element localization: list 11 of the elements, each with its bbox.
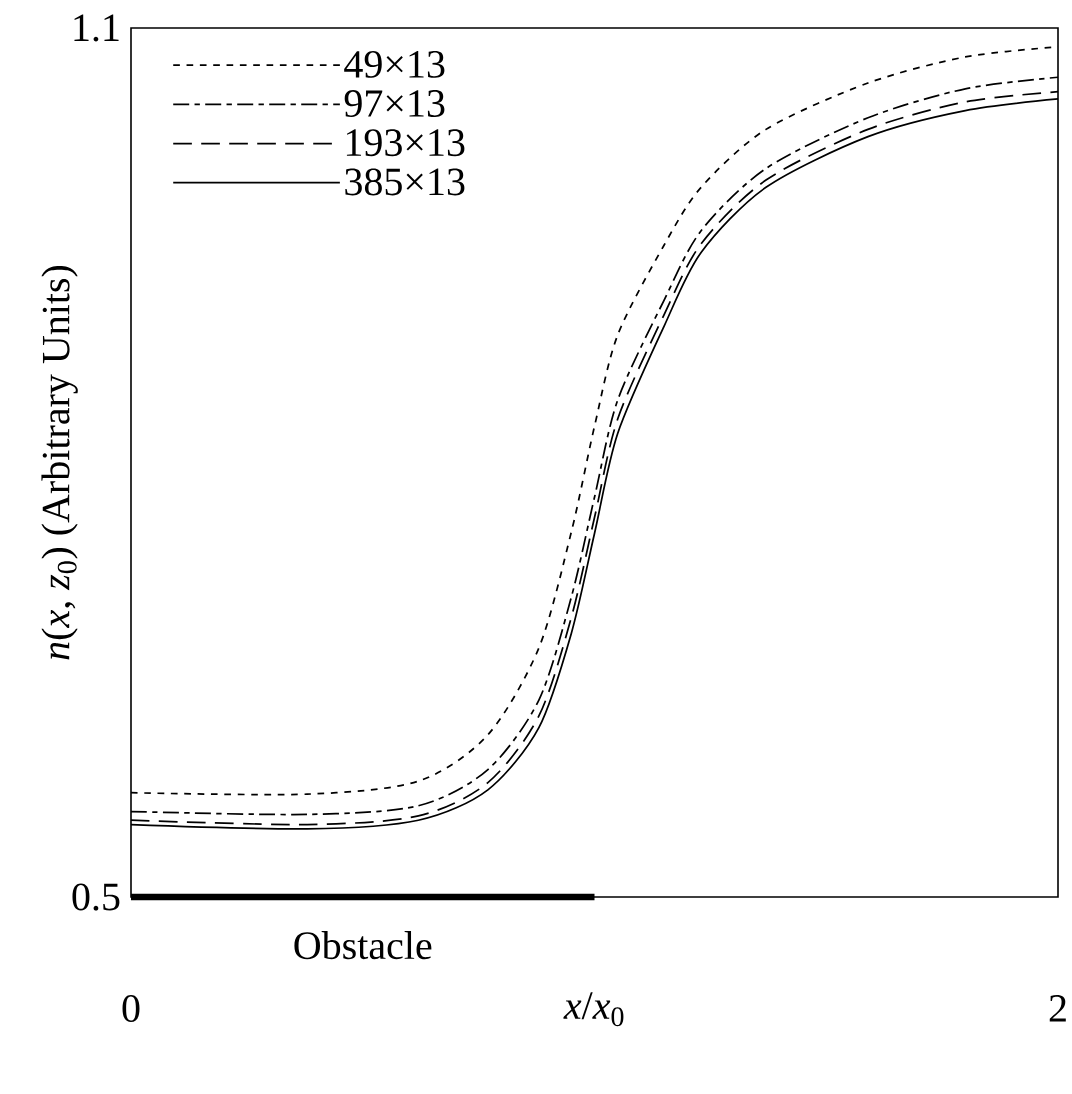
x-axis-title: x/x$_{0}$: [563, 992, 624, 1027]
legend-label: 193×13: [346, 129, 465, 157]
legend-label: 385×13: [345, 168, 465, 196]
legend-label: 97×13: [344, 90, 445, 118]
y-tick-label: 1.1: [74, 14, 119, 42]
legend-label: 49×13: [343, 50, 445, 78]
x-tick-label: 2: [1049, 995, 1066, 1022]
y-tick-label: 0.5: [72, 883, 120, 911]
y-axis-title: n(x, z$_{0}$) (Arbitrary Units): [41, 265, 78, 660]
x-tick-label: 0: [122, 995, 140, 1023]
series-label: Obstacle: [294, 931, 432, 960]
